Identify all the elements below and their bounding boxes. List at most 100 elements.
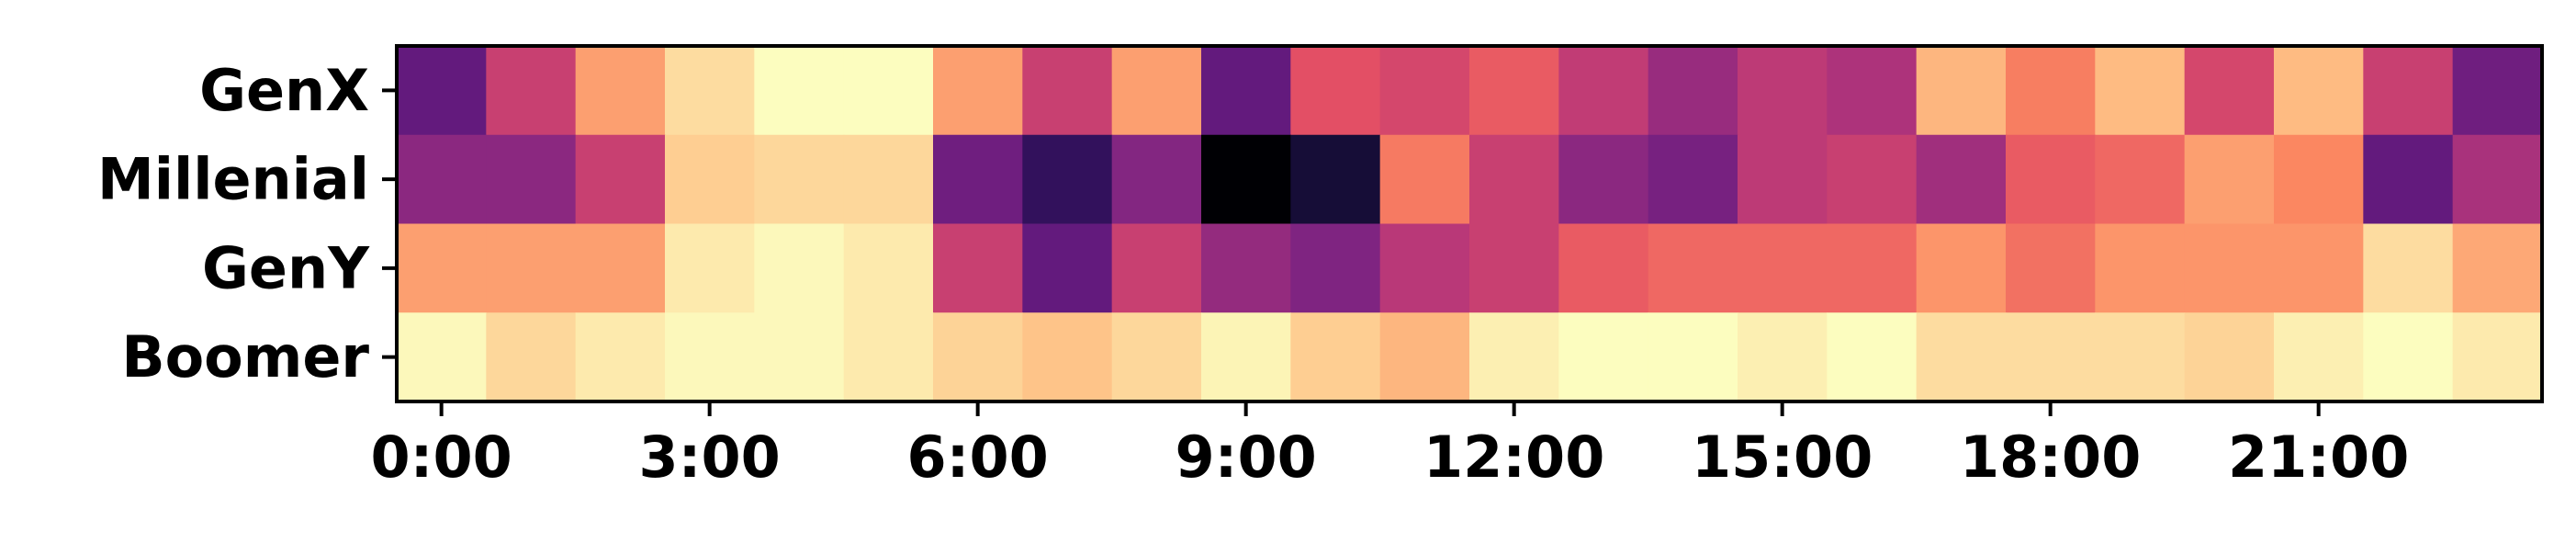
- heatmap-cell-boomer-7: [1022, 312, 1113, 402]
- heatmap-cell-genx-23: [2452, 46, 2543, 136]
- x-tick-label-9-00: 9:00: [1176, 424, 1317, 491]
- heatmap-cell-geny-11: [1379, 223, 1470, 313]
- heatmap-cell-genx-12: [1469, 46, 1559, 136]
- heatmap-cell-geny-20: [2184, 223, 2275, 313]
- heatmap-cell-boomer-0: [397, 312, 487, 402]
- heatmap-cell-genx-8: [1111, 46, 1202, 136]
- heatmap-cell-millenial-1: [486, 134, 577, 225]
- heatmap-cell-geny-15: [1738, 223, 1828, 313]
- heatmap-cell-millenial-15: [1738, 134, 1828, 225]
- heatmap-cell-geny-18: [2006, 223, 2096, 313]
- heatmap-cell-millenial-17: [1916, 134, 2007, 225]
- heatmap-cell-geny-23: [2452, 223, 2543, 313]
- heatmap-cell-geny-12: [1469, 223, 1559, 313]
- heatmap-cell-millenial-21: [2274, 134, 2364, 225]
- heatmap-cells: [397, 46, 2543, 402]
- heatmap-cell-millenial-12: [1469, 134, 1559, 225]
- heatmap-cell-millenial-0: [397, 134, 487, 225]
- heatmap-cell-millenial-3: [665, 134, 755, 225]
- heatmap-cell-boomer-11: [1379, 312, 1470, 402]
- heatmap-cell-geny-10: [1290, 223, 1381, 313]
- heatmap-cell-boomer-13: [1558, 312, 1649, 402]
- heatmap-cell-geny-22: [2363, 223, 2454, 313]
- heatmap-cell-millenial-9: [1201, 134, 1291, 225]
- heatmap-cell-geny-0: [397, 223, 487, 313]
- heatmap-cell-millenial-7: [1022, 134, 1113, 225]
- heatmap-cell-genx-20: [2184, 46, 2275, 136]
- heatmap-cell-millenial-2: [575, 134, 666, 225]
- heatmap-cell-genx-15: [1738, 46, 1828, 136]
- heatmap-cell-boomer-5: [843, 312, 934, 402]
- heatmap-cell-geny-8: [1111, 223, 1202, 313]
- heatmap-cell-geny-5: [843, 223, 934, 313]
- heatmap-cell-millenial-16: [1827, 134, 1918, 225]
- heatmap-cell-millenial-11: [1379, 134, 1470, 225]
- heatmap-cell-millenial-18: [2006, 134, 2096, 225]
- heatmap-cell-genx-19: [2095, 46, 2186, 136]
- heatmap-cell-genx-6: [933, 46, 1023, 136]
- heatmap-cell-boomer-6: [933, 312, 1023, 402]
- heatmap-cell-millenial-23: [2452, 134, 2543, 225]
- y-axis: GenX Millenial GenY Boomer: [97, 57, 397, 390]
- heatmap-cell-boomer-9: [1201, 312, 1291, 402]
- x-tick-label-18-00: 18:00: [1960, 424, 2141, 491]
- heatmap-cell-boomer-12: [1469, 312, 1559, 402]
- heatmap-cell-genx-18: [2006, 46, 2096, 136]
- heatmap-cell-genx-2: [575, 46, 666, 136]
- heatmap-cell-millenial-22: [2363, 134, 2454, 225]
- heatmap-cell-millenial-20: [2184, 134, 2275, 225]
- heatmap-cell-geny-21: [2274, 223, 2364, 313]
- heatmap-cell-genx-14: [1648, 46, 1738, 136]
- x-tick-label-0-00: 0:00: [371, 424, 512, 491]
- x-tick-label-21-00: 21:00: [2228, 424, 2409, 491]
- heatmap-cell-genx-4: [754, 46, 845, 136]
- heatmap-cell-genx-0: [397, 46, 487, 136]
- heatmap-cell-boomer-20: [2184, 312, 2275, 402]
- heatmap-cell-genx-5: [843, 46, 934, 136]
- y-tick-label-genx: GenX: [199, 57, 369, 124]
- heatmap-cell-boomer-22: [2363, 312, 2454, 402]
- heatmap-cell-genx-17: [1916, 46, 2007, 136]
- heatmap-cell-geny-14: [1648, 223, 1738, 313]
- heatmap-cell-geny-3: [665, 223, 755, 313]
- heatmap-cell-geny-16: [1827, 223, 1918, 313]
- heatmap-cell-genx-10: [1290, 46, 1381, 136]
- heatmap-cell-millenial-8: [1111, 134, 1202, 225]
- heatmap-cell-geny-9: [1201, 223, 1291, 313]
- heatmap-cell-genx-9: [1201, 46, 1291, 136]
- y-tick-label-boomer: Boomer: [121, 323, 369, 390]
- heatmap-cell-millenial-4: [754, 134, 845, 225]
- heatmap-cell-geny-1: [486, 223, 577, 313]
- heatmap-cell-geny-4: [754, 223, 845, 313]
- heatmap-cell-millenial-13: [1558, 134, 1649, 225]
- heatmap-cell-genx-11: [1379, 46, 1470, 136]
- heatmap-cell-geny-17: [1916, 223, 2007, 313]
- heatmap-cell-geny-6: [933, 223, 1023, 313]
- heatmap-cell-boomer-19: [2095, 312, 2186, 402]
- x-tick-label-3-00: 3:00: [639, 424, 781, 491]
- heatmap-cell-boomer-14: [1648, 312, 1738, 402]
- x-tick-label-12-00: 12:00: [1423, 424, 1604, 491]
- heatmap-cell-millenial-5: [843, 134, 934, 225]
- heatmap-cell-genx-13: [1558, 46, 1649, 136]
- heatmap-cell-genx-1: [486, 46, 577, 136]
- heatmap-cell-boomer-23: [2452, 312, 2543, 402]
- y-tick-label-geny: GenY: [202, 234, 370, 301]
- heatmap-cell-genx-16: [1827, 46, 1918, 136]
- x-tick-label-6-00: 6:00: [907, 424, 1049, 491]
- heatmap-cell-boomer-18: [2006, 312, 2096, 402]
- heatmap-cell-boomer-8: [1111, 312, 1202, 402]
- heatmap-cell-genx-21: [2274, 46, 2364, 136]
- x-axis: 0:00 3:00 6:00 9:00 12:00 15:00 18:00 21:00: [371, 401, 2409, 491]
- plot-frame: [395, 44, 2544, 403]
- heatmap-cell-millenial-6: [933, 134, 1023, 225]
- heatmap-cell-boomer-3: [665, 312, 755, 402]
- heatmap-cell-millenial-10: [1290, 134, 1381, 225]
- x-tick-label-15-00: 15:00: [1692, 424, 1873, 491]
- heatmap-cell-boomer-10: [1290, 312, 1381, 402]
- heatmap-cell-boomer-21: [2274, 312, 2364, 402]
- heatmap-cell-boomer-1: [486, 312, 577, 402]
- heatmap-cell-boomer-4: [754, 312, 845, 402]
- heatmap-cell-geny-2: [575, 223, 666, 313]
